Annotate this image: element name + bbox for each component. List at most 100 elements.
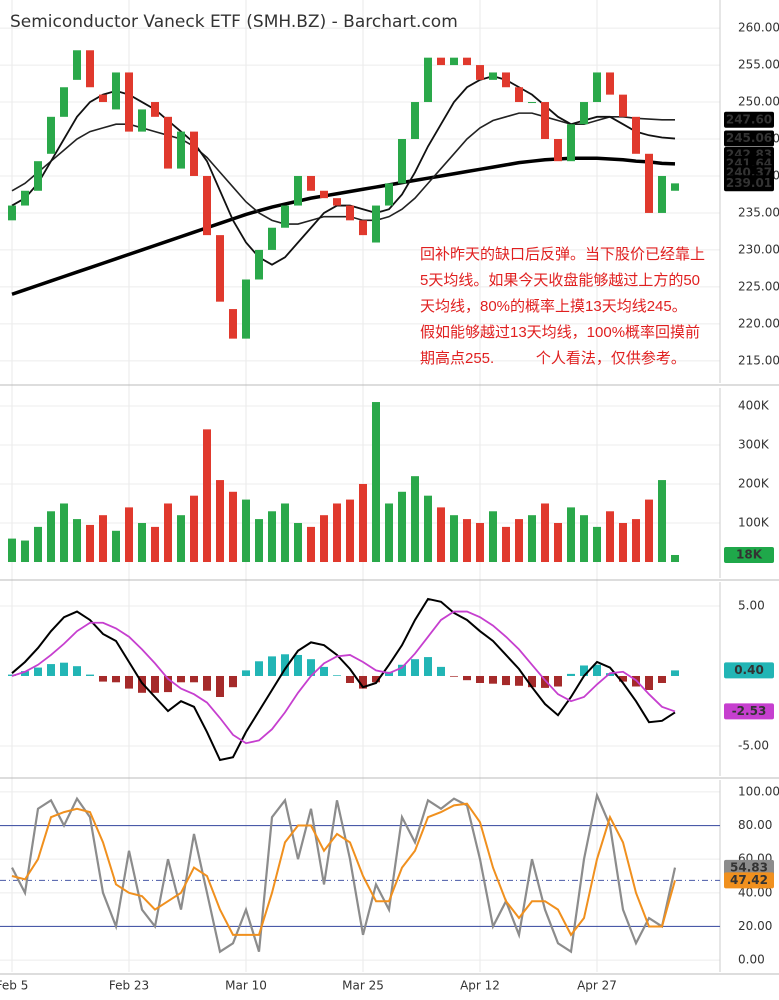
histogram-bar <box>450 675 458 677</box>
histogram-bar <box>489 675 497 684</box>
y-tick-label: 100.00 <box>738 784 779 798</box>
histogram-bar <box>177 675 185 683</box>
volume-bar <box>60 503 68 563</box>
value-tag <box>724 872 774 889</box>
candle <box>606 72 614 95</box>
value-tag-label: 247.60 <box>726 112 772 126</box>
candle <box>294 175 302 206</box>
histogram-bar <box>541 675 549 688</box>
candle <box>190 131 198 176</box>
candle <box>502 72 510 88</box>
candle <box>216 235 224 302</box>
volume-bar <box>619 522 627 563</box>
x-tick-label: Feb 23 <box>109 979 149 993</box>
volume-bar <box>554 522 562 563</box>
candle <box>567 124 575 162</box>
volume-bar <box>307 526 315 563</box>
candle <box>8 205 16 221</box>
histogram-bar <box>164 675 172 693</box>
volume-bar <box>437 507 445 563</box>
line-series <box>11 802 676 937</box>
candle <box>255 249 263 280</box>
histogram-bar <box>476 675 484 683</box>
histogram-bar <box>372 675 380 683</box>
volume-bar <box>580 515 588 563</box>
candle <box>47 116 55 154</box>
volume-bar <box>424 495 432 563</box>
histogram-bar <box>463 675 471 681</box>
candle <box>307 175 315 191</box>
histogram-bar <box>216 675 224 697</box>
candle <box>86 50 94 88</box>
volume-bar <box>372 402 380 563</box>
annotation: 期高点255. 个人看法，仅供参考。 <box>420 350 686 367</box>
volume-bar <box>489 511 497 563</box>
candle <box>671 183 679 191</box>
volume-bar <box>502 526 510 563</box>
chart-title: Semiconductor Vaneck ETF (SMH.BZ) - Barc… <box>10 12 458 32</box>
y-tick-label: 20.00 <box>738 919 772 933</box>
candle <box>151 102 159 117</box>
volume-bar <box>99 515 107 563</box>
candle <box>112 72 120 110</box>
histogram-bar <box>346 675 354 683</box>
histogram-bar <box>34 667 42 676</box>
candle <box>411 102 419 140</box>
value-tag-label: -2.53 <box>732 704 767 718</box>
histogram-bar <box>242 670 250 676</box>
histogram-bar <box>294 654 302 676</box>
volume-bar <box>320 515 328 563</box>
histogram-bar <box>125 675 133 689</box>
annotation: 假如能够越过13天均线，100%概率回摸前 <box>420 324 700 341</box>
volume-bar <box>268 511 276 563</box>
value-tag <box>724 662 774 679</box>
histogram-bar <box>333 675 341 676</box>
histogram-bar <box>151 675 159 693</box>
x-tick-label: Feb 5 <box>0 979 28 993</box>
histogram-bar <box>359 675 367 689</box>
candle <box>424 57 432 103</box>
candle <box>645 153 653 213</box>
volume-bar <box>606 511 614 563</box>
volume-bar <box>281 503 289 563</box>
histogram-bar <box>567 673 575 676</box>
y-tick-label: 230.00 <box>738 242 779 256</box>
candle <box>34 161 42 191</box>
histogram-bar <box>112 675 120 683</box>
volume-bar <box>151 526 159 563</box>
volume-bar <box>164 503 172 563</box>
candle <box>658 175 666 213</box>
candle <box>580 102 588 125</box>
volume-bar <box>411 476 419 563</box>
candle <box>242 279 250 339</box>
y-tick-label: 300K <box>738 437 770 451</box>
histogram-bar <box>411 659 419 676</box>
volume-bar <box>86 524 94 563</box>
volume-bar <box>333 503 341 563</box>
line-series <box>11 112 675 225</box>
volume-bar <box>593 526 601 563</box>
value-tag-label: 0.40 <box>734 663 764 677</box>
histogram-bar <box>203 675 211 691</box>
y-tick-label: 260.00 <box>738 21 779 35</box>
y-tick-label: 400K <box>738 398 770 412</box>
histogram-bar <box>554 675 562 687</box>
value-tag <box>724 111 774 128</box>
histogram-bar <box>580 665 588 676</box>
volume-bar <box>398 491 406 563</box>
y-tick-label: 250.00 <box>738 95 779 109</box>
volume-bar <box>450 515 458 563</box>
candle <box>385 183 393 206</box>
histogram-bar <box>320 666 328 676</box>
candle <box>268 227 276 250</box>
annotation: 5天均线。如果今天收盘能够越过上方的50 <box>420 271 700 289</box>
histogram-bar <box>255 661 263 676</box>
candle <box>346 205 354 221</box>
y-tick-label: 0.00 <box>738 953 765 967</box>
volume-bar <box>658 480 666 563</box>
volume-bar <box>21 540 29 563</box>
candle <box>398 139 406 184</box>
histogram-bar <box>190 675 198 683</box>
candle <box>99 94 107 103</box>
